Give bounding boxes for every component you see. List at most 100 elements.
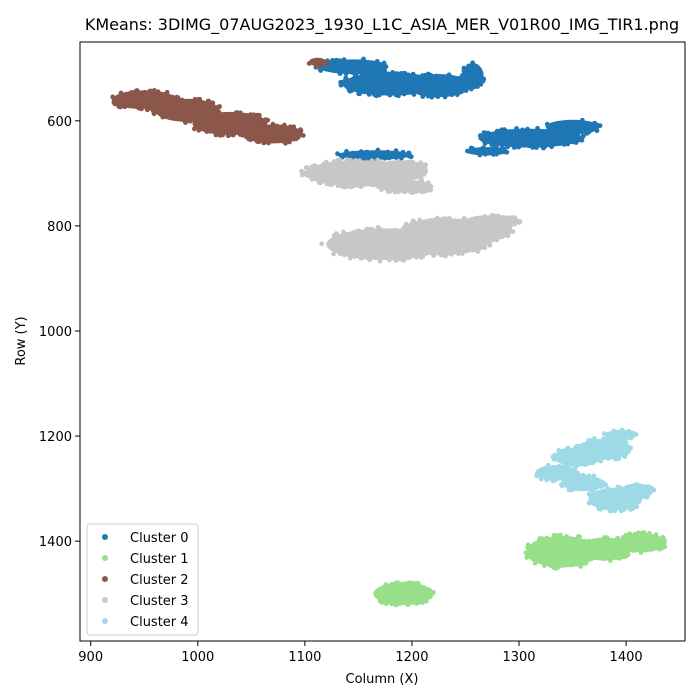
legend-entry-label: Cluster 4	[130, 615, 189, 630]
cluster-4-point	[578, 459, 584, 465]
cluster-4-point	[576, 481, 582, 486]
cluster-3-point	[346, 169, 352, 175]
cluster-3-point	[325, 172, 330, 177]
cluster-2-point	[112, 101, 118, 107]
cluster-0-point	[430, 86, 436, 92]
cluster-2-point	[189, 105, 195, 111]
cluster-1-point	[620, 553, 625, 559]
cluster-3-point	[404, 169, 410, 175]
cluster-3-point	[365, 232, 371, 238]
cluster-2-point	[209, 105, 215, 111]
cluster-3-point	[409, 248, 415, 254]
cluster-2-point	[122, 104, 128, 110]
cluster-3-point	[405, 255, 411, 261]
legend-marker	[102, 597, 108, 603]
cluster-0-point	[527, 136, 533, 141]
cluster-1-point	[610, 549, 615, 555]
cluster-3-point	[417, 249, 423, 255]
cluster-0-point	[363, 149, 369, 155]
cluster-3-point	[351, 181, 357, 186]
cluster-3-point	[391, 232, 397, 238]
cluster-3-point	[455, 251, 461, 256]
cluster-0-point	[568, 124, 574, 130]
cluster-3-point	[339, 183, 345, 189]
cluster-2-point	[215, 112, 221, 118]
cluster-0-point	[375, 147, 381, 153]
cluster-4-point	[581, 473, 587, 479]
cluster-3-point	[465, 219, 471, 225]
cluster-3-point	[398, 181, 404, 186]
cluster-3-point	[303, 165, 309, 171]
cluster-1-point	[531, 546, 537, 552]
cluster-2-point	[217, 132, 223, 138]
cluster-3-point	[375, 163, 380, 169]
cluster-4-point	[596, 439, 602, 445]
cluster-1-point	[605, 549, 611, 555]
cluster-3-point	[428, 227, 434, 232]
cluster-3-point	[417, 217, 423, 223]
data-points	[110, 56, 668, 608]
cluster-3-point	[358, 246, 364, 251]
cluster-4-point	[600, 438, 606, 444]
cluster-0-point	[422, 89, 427, 95]
cluster-0-point	[449, 92, 455, 98]
cluster-4-point	[625, 496, 631, 501]
cluster-3-point	[404, 181, 410, 186]
cluster-3-point	[369, 182, 375, 188]
cluster-2-point	[140, 100, 146, 106]
cluster-2-point	[158, 94, 164, 99]
cluster-1-point	[415, 580, 421, 586]
cluster-0-point	[461, 68, 467, 74]
cluster-3-point	[386, 176, 392, 181]
cluster-3-point	[439, 234, 445, 240]
cluster-1-point	[578, 560, 584, 566]
y-tick-label: 1400	[39, 535, 72, 550]
cluster-1-point	[554, 559, 560, 565]
cluster-0-point	[366, 66, 372, 72]
cluster-2-point	[244, 134, 250, 140]
cluster-3-point	[343, 251, 349, 257]
cluster-0-point	[395, 76, 401, 82]
cluster-1-point	[544, 535, 550, 541]
cluster-0-point	[473, 74, 479, 79]
cluster-1-point	[639, 543, 645, 549]
cluster-3-point	[512, 221, 517, 227]
cluster-3-point	[465, 234, 470, 240]
cluster-3-point	[311, 163, 317, 169]
cluster-2-point	[214, 128, 220, 134]
cluster-4-point	[591, 446, 597, 452]
cluster-3-point	[340, 236, 346, 242]
cluster-0-point	[580, 133, 586, 139]
cluster-1-point	[554, 548, 560, 554]
cluster-1-point	[627, 531, 633, 537]
cluster-4-point	[570, 479, 575, 485]
cluster-2-point	[164, 89, 170, 95]
cluster-1-point	[568, 562, 574, 568]
cluster-0-point	[565, 141, 571, 147]
legend-entry-label: Cluster 2	[130, 573, 189, 588]
cluster-4-point	[611, 493, 617, 499]
x-axis-label: Column (X)	[346, 672, 419, 687]
cluster-3-point	[419, 178, 425, 184]
cluster-4-point	[565, 476, 571, 482]
cluster-4-point	[600, 483, 606, 489]
cluster-2-point	[136, 96, 141, 101]
cluster-3-point	[482, 245, 488, 251]
cluster-0-point	[420, 94, 426, 99]
cluster-1-point	[401, 594, 406, 600]
cluster-3-point	[389, 175, 395, 181]
cluster-4-point	[623, 451, 629, 457]
cluster-3-point	[335, 183, 341, 189]
cluster-4-point	[623, 430, 629, 436]
cluster-4-point	[571, 475, 577, 481]
cluster-1-point	[581, 538, 587, 544]
cluster-0-point	[406, 88, 412, 94]
cluster-2-point	[161, 104, 166, 109]
cluster-3-point	[375, 183, 381, 189]
cluster-2-point	[281, 139, 287, 144]
cluster-3-point	[337, 157, 343, 163]
cluster-0-point	[473, 68, 479, 74]
cluster-1-point	[555, 538, 560, 544]
cluster-4-point	[566, 487, 572, 493]
cluster-3-point	[408, 159, 413, 165]
